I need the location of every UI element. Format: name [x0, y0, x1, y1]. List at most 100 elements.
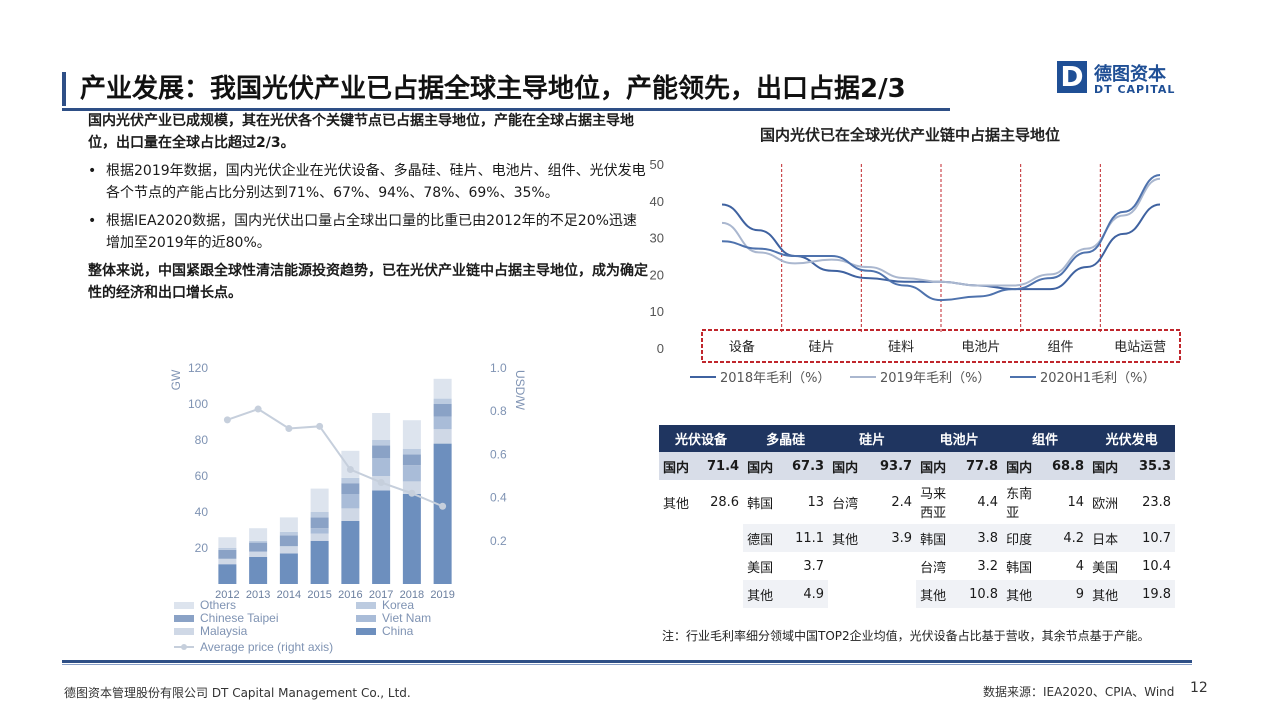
table-cell: 韩国: [916, 524, 961, 552]
category-label: 电池片: [961, 340, 1000, 355]
legend-label: China: [382, 624, 414, 638]
logo-en-text: DT CAPITAL: [1094, 83, 1176, 96]
footer-company: 德图资本管理股份有限公司 DT Capital Management Co., …: [64, 686, 411, 700]
title-underline: [62, 108, 950, 111]
bar-korea: [402, 449, 421, 455]
y-tick-label: 80: [195, 433, 209, 447]
table-cell: 10.4: [1132, 552, 1176, 580]
table-cell: 35.3: [1132, 452, 1176, 480]
table-header: 组件: [1002, 425, 1089, 452]
table-row: 其他 4.9 其他 10.8 其他 9 其他 19.8: [659, 580, 1176, 608]
table-cell: [659, 552, 703, 580]
y2-axis-title: USD/W: [513, 370, 527, 411]
table-cell: 2.4: [872, 480, 917, 524]
page-title: 产业发展：我国光伏产业已占据全球主导地位，产能领先，出口占据2/3: [80, 74, 906, 104]
table-cell: 4: [1046, 552, 1089, 580]
bar-china: [249, 557, 268, 584]
table-cell: 其他: [1002, 580, 1047, 608]
x-tick-label: 2012: [215, 589, 239, 601]
price-point: [346, 466, 354, 474]
bar-korea: [372, 440, 391, 446]
table-row: 国内 71.4 国内 67.3 国内 93.7 国内 77.8 国内 68.8 国内 35.3: [659, 452, 1176, 480]
bar-others: [433, 378, 452, 399]
table-cell: 国内: [828, 452, 873, 480]
table-cell: 19.8: [1132, 580, 1176, 608]
legend-swatch: [356, 615, 376, 622]
y-tick-label: 20: [195, 541, 209, 555]
x-tick-label: 2019: [430, 589, 454, 601]
table-cell: 77.8: [960, 452, 1003, 480]
y-axis-title: GW: [169, 369, 183, 390]
table-header: 多晶硅: [743, 425, 829, 452]
table-cell: 台湾: [828, 480, 873, 524]
legend-label: 2019年毛利（%）: [880, 371, 990, 386]
legend-label: 2018年毛利（%）: [720, 371, 830, 386]
legend-label: Viet Nam: [382, 611, 431, 625]
category-label: 硅料: [888, 340, 914, 355]
table-cell: [872, 552, 917, 580]
price-point: [439, 502, 447, 510]
legend-swatch: [356, 602, 376, 609]
bar-others: [279, 517, 298, 532]
series-line: [721, 177, 1161, 287]
legend-swatch: [174, 615, 194, 622]
y-tick-label: 0: [657, 341, 664, 356]
table-cell: 11.1: [787, 524, 829, 552]
bar-others: [402, 420, 421, 449]
bar-korea: [218, 548, 237, 550]
table-cell: [659, 580, 703, 608]
x-tick-label: 2014: [277, 589, 301, 601]
table-cell: 美国: [743, 552, 788, 580]
table-cell: 韩国: [1002, 552, 1047, 580]
bar-chinese-taipei: [218, 549, 237, 559]
y-tick-label: 60: [195, 469, 209, 483]
x-tick-label: 2015: [307, 589, 331, 601]
table-row: 其他 28.6 韩国 13 台湾 2.4 马来西亚 4.4 东南亚 14 欧洲 23.8: [659, 480, 1176, 524]
table-cell: 3.8: [960, 524, 1003, 552]
bar-viet-nam: [402, 465, 421, 482]
table-cell: 14: [1046, 480, 1089, 524]
intro-paragraph: 国内光伏产业已成规模，其在光伏各个关键节点已占据主导地位，产能在全球占据主导地位…: [88, 113, 634, 151]
bar-viet-nam: [341, 494, 360, 509]
legend-label: Malaysia: [200, 624, 248, 638]
table-header: 光伏发电: [1088, 425, 1176, 452]
table-cell: 印度: [1002, 524, 1047, 552]
bar-viet-nam: [310, 528, 329, 534]
bar-others: [372, 413, 391, 440]
legend-swatch: [356, 628, 376, 635]
table-row: 德国 11.1 其他 3.9 韩国 3.8 印度 4.2 日本 10.7: [659, 524, 1176, 552]
x-tick-label: 2016: [338, 589, 362, 601]
bullet-2: • 根据IEA2020数据，国内光伏出口量占全球出口量的比重已由2012年的不足2…: [88, 210, 648, 254]
table-cell: [703, 580, 744, 608]
table-cell: 28.6: [703, 480, 744, 524]
bar-korea: [310, 512, 329, 518]
table-cell: 马来西亚: [916, 480, 961, 524]
page-number: 12: [1190, 680, 1208, 696]
category-label: 设备: [729, 339, 755, 355]
bar-others: [218, 537, 237, 548]
table-cell: 日本: [1088, 524, 1133, 552]
logo-cn-text: 德图资本: [1094, 64, 1166, 85]
y-tick-label: 10: [650, 304, 664, 319]
bar-china: [372, 490, 391, 584]
export-stacked-bar-chart: GW USD/W 20 40 60 80 100 120 0.2 0.4 0.6 0.8 1.0 2012…: [169, 361, 527, 654]
table-cell: 23.8: [1132, 480, 1176, 524]
x-tick-label: 2017: [369, 589, 393, 601]
series-line: [721, 174, 1161, 302]
bar-chinese-taipei: [372, 445, 391, 458]
y2-tick-label: 0.4: [490, 491, 507, 505]
title-accent-bar: [62, 72, 66, 106]
category-label: 组件: [1047, 340, 1073, 355]
price-point: [316, 422, 324, 430]
y-tick-label: 40: [650, 194, 664, 209]
bar-viet-nam: [372, 458, 391, 476]
bar-viet-nam: [433, 416, 452, 430]
table-cell: 4.2: [1046, 524, 1089, 552]
table-cell: 台湾: [916, 552, 961, 580]
table-cell: 国内: [743, 452, 788, 480]
table-cell: 4.9: [787, 580, 829, 608]
table-row: 美国 3.7 台湾 3.2 韩国 4 美国 10.4: [659, 552, 1176, 580]
table-cell: [828, 552, 873, 580]
bar-chinese-taipei: [279, 535, 298, 547]
table-cell: 其他: [659, 480, 703, 524]
